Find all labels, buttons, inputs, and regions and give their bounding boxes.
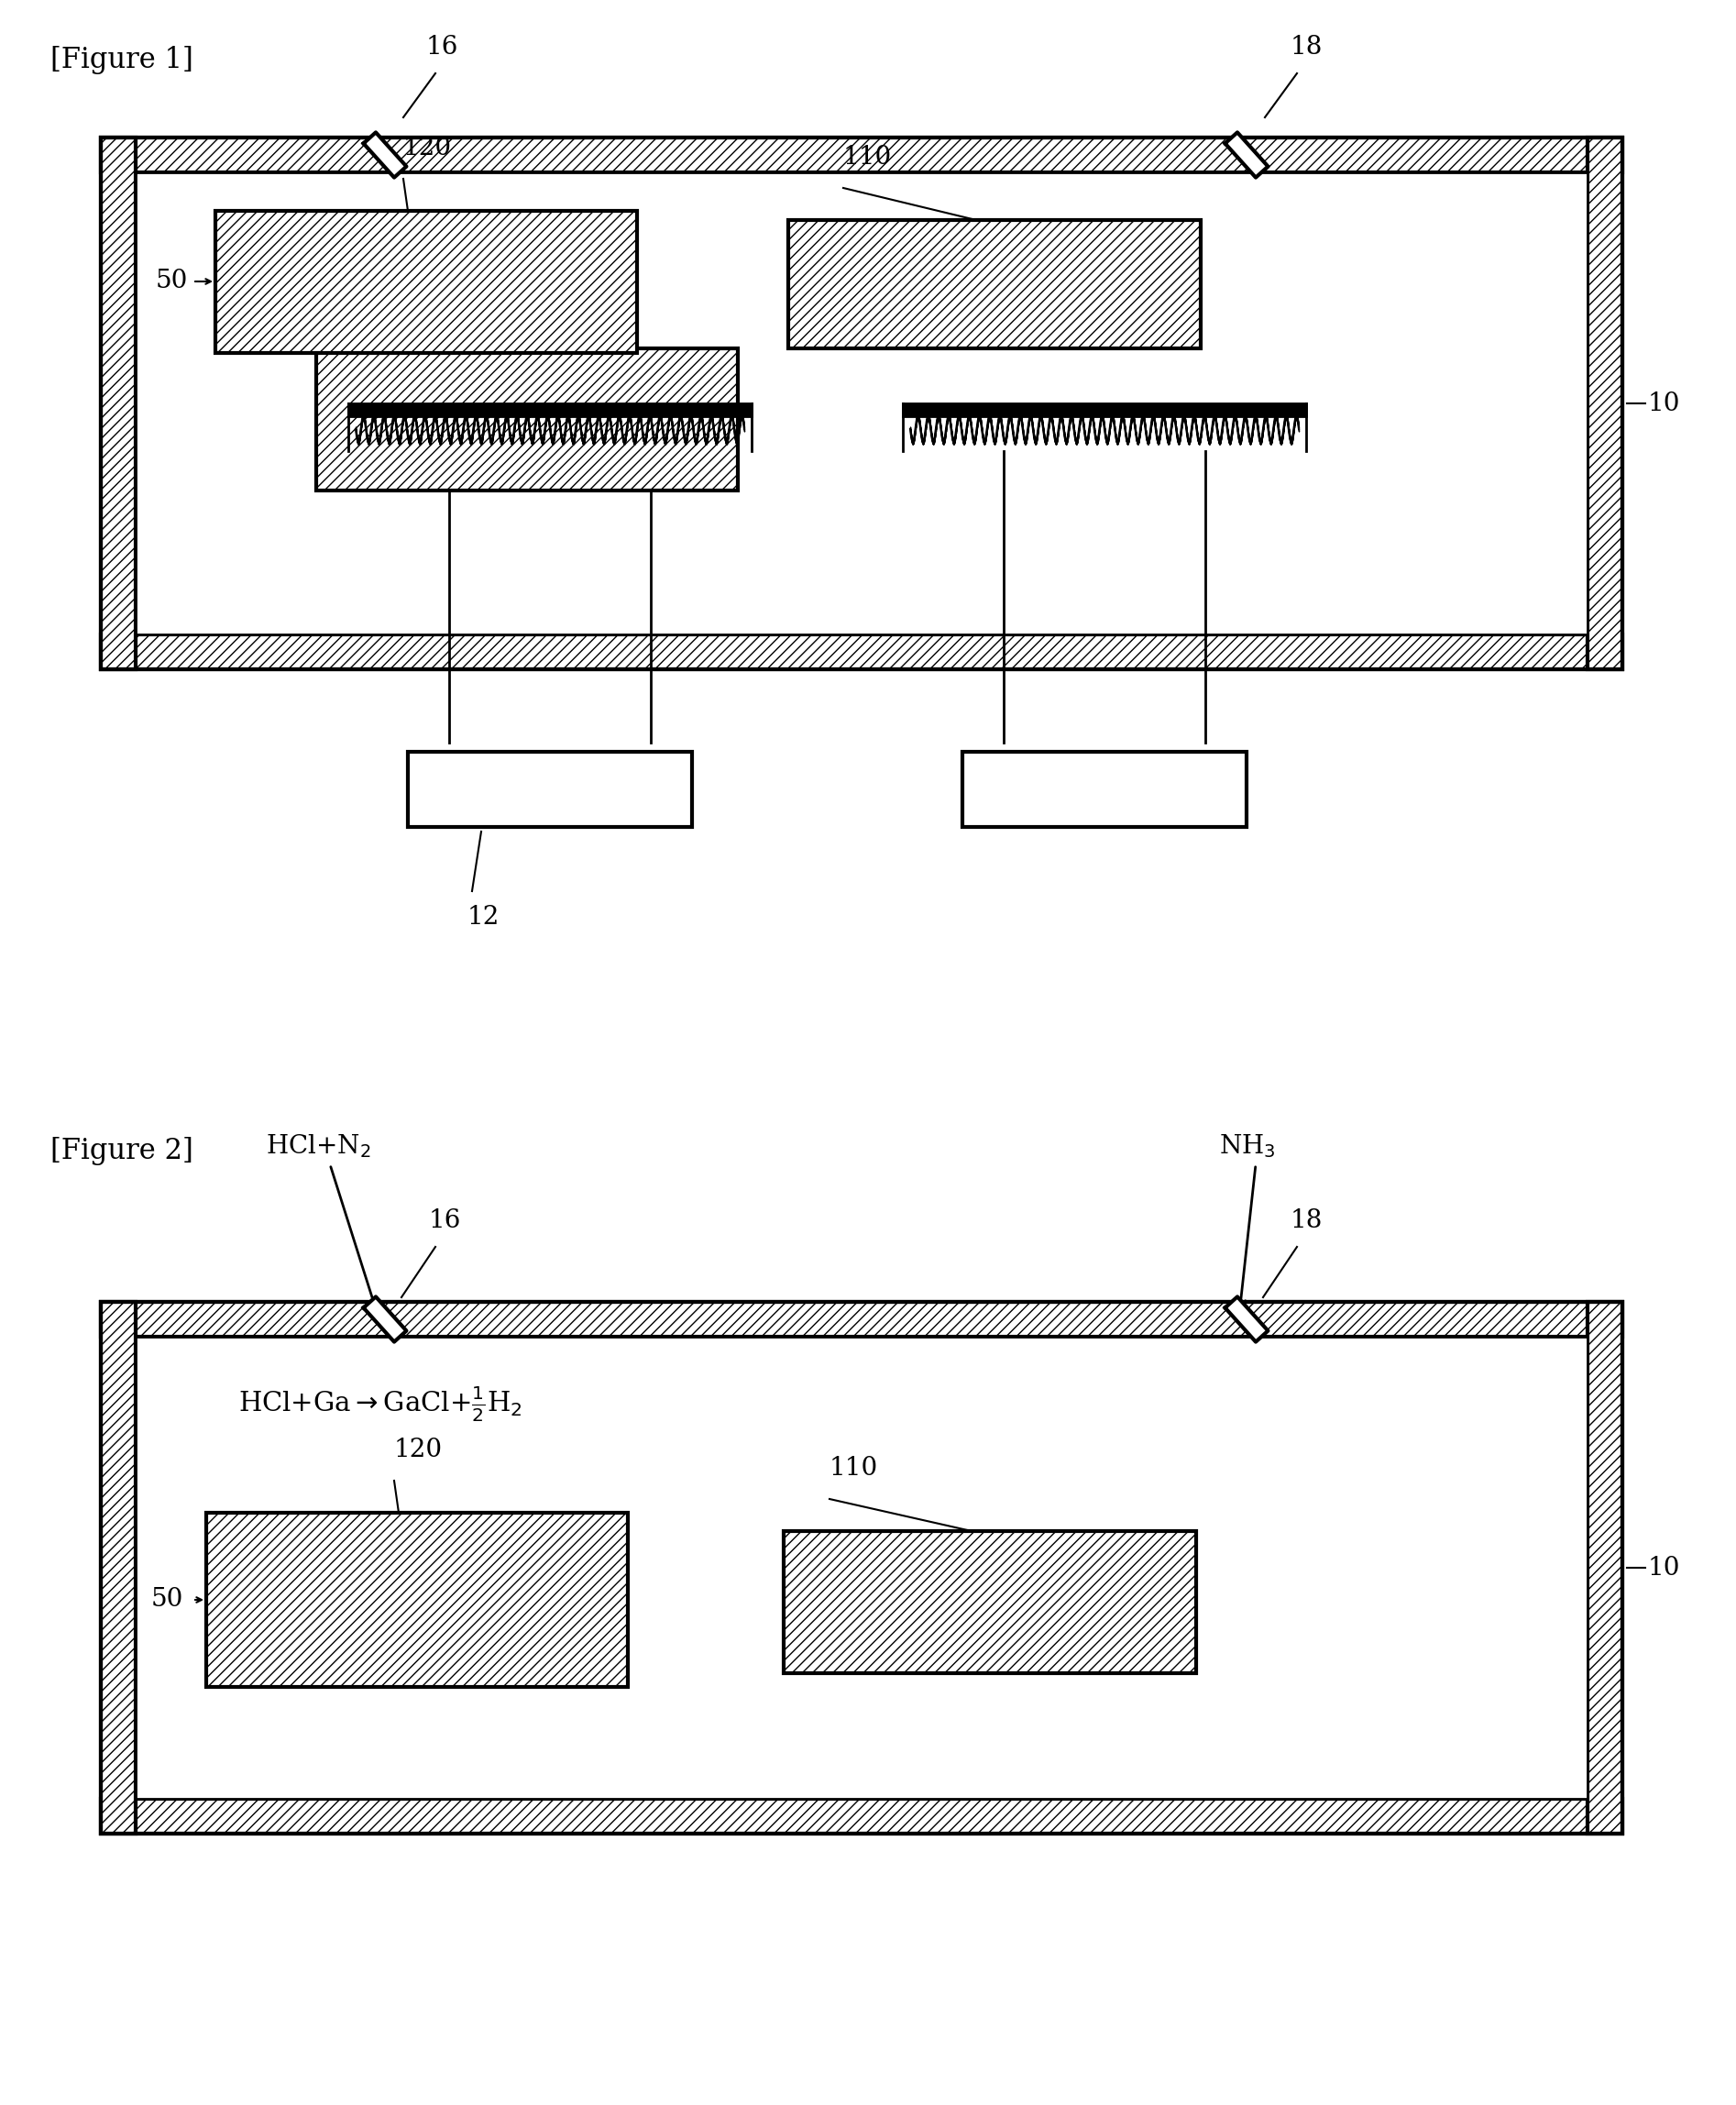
Text: [Figure 1]: [Figure 1]	[50, 46, 193, 74]
Polygon shape	[1226, 1297, 1267, 1341]
Bar	[1587, 137, 1623, 669]
Text: 18: 18	[1290, 36, 1323, 59]
Bar	[215, 211, 637, 354]
Text: 10: 10	[1647, 1556, 1680, 1581]
Bar	[788, 221, 1201, 349]
Bar	[101, 634, 1623, 669]
Bar	[316, 349, 738, 490]
Text: NH$_3$: NH$_3$	[1219, 1132, 1276, 1160]
Bar	[903, 404, 1305, 417]
Bar	[101, 1800, 1623, 1833]
Text: 12: 12	[467, 905, 500, 930]
Polygon shape	[363, 133, 406, 177]
Text: 120: 120	[403, 135, 451, 160]
Text: first heater: first heater	[1007, 775, 1203, 804]
Bar	[962, 751, 1246, 827]
Text: 110: 110	[830, 1457, 878, 1480]
Text: HCl+N$_2$: HCl+N$_2$	[266, 1132, 372, 1160]
Text: HCl+Ga$\rightarrow$GaCl+$\frac{1}{2}$H$_2$: HCl+Ga$\rightarrow$GaCl+$\frac{1}{2}$H$_…	[238, 1385, 523, 1423]
Text: 18: 18	[1290, 1208, 1323, 1234]
Text: 16: 16	[429, 1208, 462, 1234]
Text: 50: 50	[151, 1587, 184, 1612]
Bar	[135, 173, 1587, 634]
Bar	[101, 137, 135, 669]
Bar	[135, 1337, 1587, 1800]
Bar	[349, 404, 752, 417]
Text: 10: 10	[1647, 392, 1680, 417]
Bar	[408, 751, 693, 827]
Bar	[1587, 1301, 1623, 1833]
Text: 16: 16	[427, 36, 458, 59]
Polygon shape	[363, 1297, 406, 1341]
Bar	[207, 1513, 628, 1686]
Bar	[101, 1301, 135, 1833]
Text: 110: 110	[844, 145, 892, 171]
Text: first heater: first heater	[451, 775, 648, 804]
Text: 50: 50	[156, 269, 187, 295]
Bar	[101, 137, 1623, 669]
Bar	[135, 173, 1587, 634]
Polygon shape	[1226, 133, 1267, 177]
Bar	[101, 1301, 1623, 1337]
Bar	[101, 137, 1623, 173]
Bar	[101, 1301, 1623, 1833]
Text: [Figure 2]: [Figure 2]	[50, 1137, 193, 1166]
Bar	[135, 1337, 1587, 1800]
Bar	[783, 1530, 1196, 1673]
Text: 120: 120	[394, 1438, 443, 1463]
